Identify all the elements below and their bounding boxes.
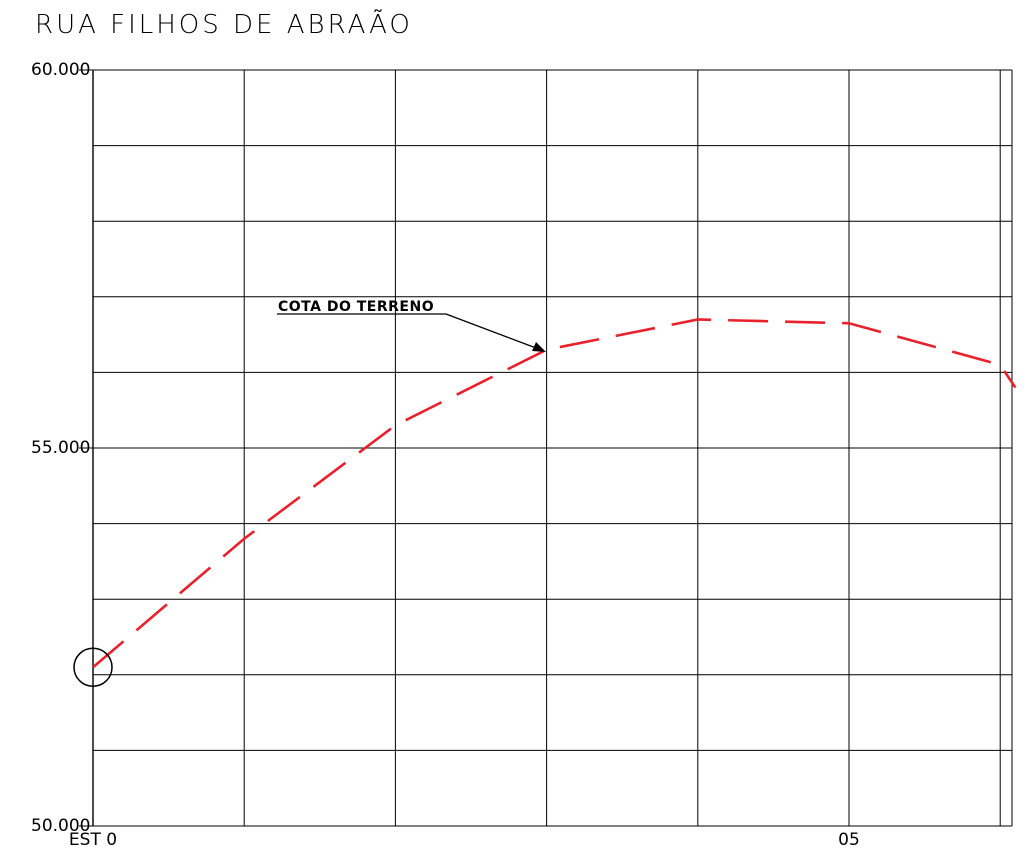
annotation-leader-line	[445, 313, 537, 349]
annotation-group: COTA DO TERRENO	[277, 299, 546, 352]
y-tick-label: 50.000	[31, 816, 90, 836]
y-tick-label: 60.000	[31, 60, 90, 80]
axis-ticks: 50.000 55.000 60.000 EST 0 05	[31, 60, 860, 850]
series-group	[92, 318, 1017, 669]
y-tick-label: 55.000	[31, 438, 90, 458]
x-tick-label: 05	[838, 830, 860, 850]
x-tick-label: EST 0	[69, 830, 117, 850]
terrain-profile-line	[92, 318, 1017, 669]
start-circle-marker	[73, 647, 113, 687]
annotation-arrowhead	[532, 342, 546, 352]
grid	[92, 69, 1013, 827]
annotation-label: COTA DO TERRENO	[278, 299, 434, 315]
drawing-title: RUA FILHOS DE ABRAÃO	[35, 10, 413, 40]
